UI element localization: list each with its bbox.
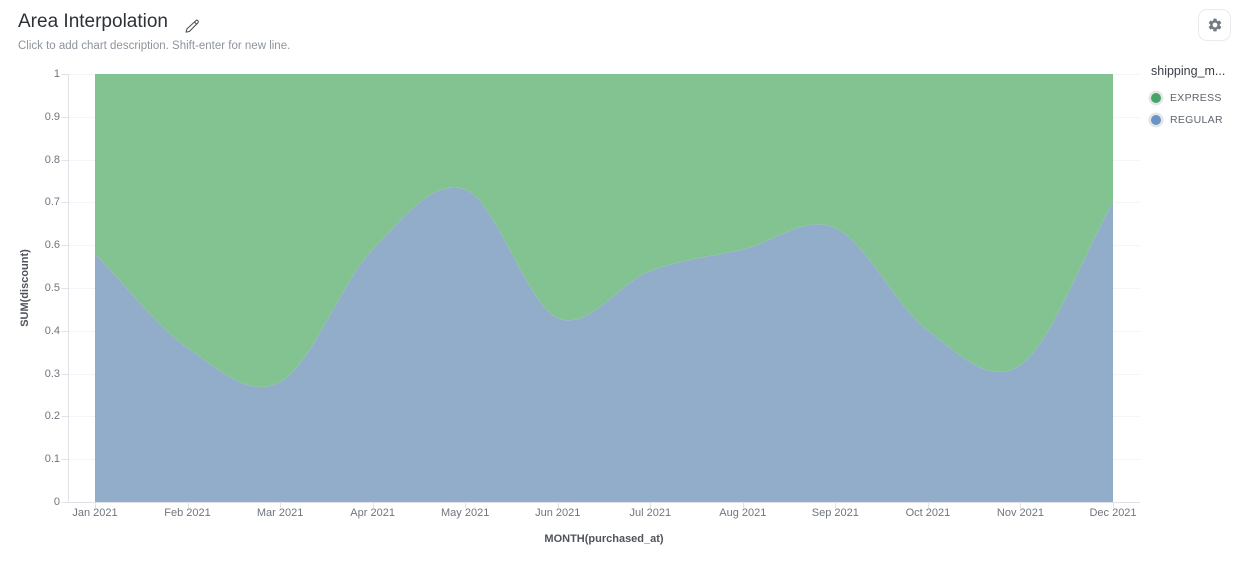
regular-area[interactable] [95,187,1113,502]
x-tick-label: Jul 2021 [629,507,672,519]
legend: shipping_m... EXPRESS REGULAR [1151,64,1239,131]
chart-description-placeholder[interactable]: Click to add chart description. Shift-en… [18,40,291,52]
regular-series-dot-icon [1151,115,1161,125]
x-tick-label: Jan 2021 [72,507,118,519]
page-title[interactable]: Area Interpolation [18,11,168,32]
y-tick-label: 0.1 [44,453,60,466]
legend-item-regular[interactable]: REGULAR [1151,109,1239,131]
y-tick-label: 1 [53,68,60,80]
x-tick-label: Feb 2021 [164,507,211,519]
legend-item-label: REGULAR [1170,114,1223,126]
y-axis-title: SUM(discount) [19,249,31,327]
x-axis-title: MONTH(purchased_at) [544,533,664,545]
y-tick-label: 0.3 [44,367,60,380]
gear-icon [1207,17,1223,33]
express-series-dot-icon [1151,93,1161,103]
y-tick-label: 0.4 [44,324,60,337]
express-area[interactable] [95,74,1113,387]
x-tick-label: Aug 2021 [719,507,767,519]
settings-button[interactable] [1198,9,1231,41]
x-tick-label: Oct 2021 [905,507,951,519]
y-tick-label: 0.5 [44,282,60,294]
y-tick-label: 0.2 [44,410,60,423]
y-tick-label: 0 [53,496,60,508]
legend-item-label: EXPRESS [1170,92,1222,104]
edit-title-button[interactable] [180,14,204,38]
x-tick-label: Apr 2021 [350,507,395,519]
y-tick-label: 0.9 [44,110,60,123]
y-tick-label: 0.8 [44,153,60,166]
y-tick-label: 0.6 [44,239,60,252]
y-tick-label: 0.7 [44,196,60,209]
x-tick-label: Sep 2021 [811,507,859,519]
x-tick-label: Jun 2021 [535,507,581,519]
legend-item-express[interactable]: EXPRESS [1151,87,1239,109]
pencil-icon [184,18,201,35]
x-tick-label: Nov 2021 [996,507,1044,519]
x-tick-label: Mar 2021 [256,507,304,519]
x-tick-label: May 2021 [441,507,490,519]
x-tick-label: Dec 2021 [1089,507,1137,519]
legend-title: shipping_m... [1151,64,1226,78]
